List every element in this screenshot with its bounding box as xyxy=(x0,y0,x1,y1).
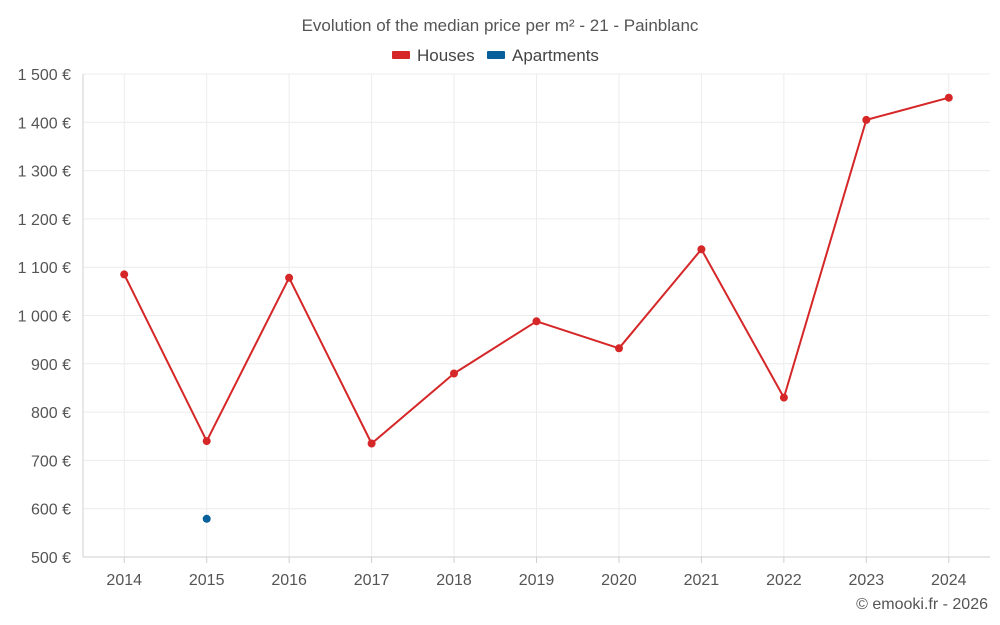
y-tick-label: 1 500 € xyxy=(18,67,71,84)
chart-title: Evolution of the median price per m² - 2… xyxy=(302,16,699,35)
data-point-houses[interactable] xyxy=(450,369,458,378)
x-tick-label: 2019 xyxy=(519,572,555,589)
x-tick-label: 2018 xyxy=(436,572,472,589)
data-point-houses[interactable] xyxy=(779,393,788,402)
y-tick-label: 1 000 € xyxy=(18,309,71,326)
x-tick-label: 2014 xyxy=(106,572,142,589)
y-tick-label: 700 € xyxy=(31,453,71,470)
x-tick-label: 2022 xyxy=(766,572,802,589)
legend-item-houses[interactable]: Houses xyxy=(392,46,475,65)
grid-layer xyxy=(83,73,990,558)
y-tick-label: 1 100 € xyxy=(18,260,71,277)
x-tick-label: 2021 xyxy=(684,572,720,589)
data-point-houses[interactable] xyxy=(285,273,294,282)
data-point-houses[interactable] xyxy=(367,439,376,448)
legend-label-houses: Houses xyxy=(417,46,475,65)
x-tick-label: 2023 xyxy=(849,572,885,589)
x-tick-label: 2020 xyxy=(601,572,637,589)
copyright-footer: © emooki.fr - 2026 xyxy=(856,596,988,613)
y-tick-label: 1 300 € xyxy=(18,164,71,181)
data-point-houses[interactable] xyxy=(697,245,706,254)
y-tick-label: 800 € xyxy=(31,405,71,422)
legend-swatch-apartments xyxy=(487,51,505,59)
y-tick-label: 1 200 € xyxy=(18,212,71,229)
x-tick-label: 2024 xyxy=(931,572,967,589)
y-tick-label: 1 400 € xyxy=(18,115,71,132)
y-tick-label: 600 € xyxy=(31,502,71,519)
axis-layer xyxy=(82,74,990,563)
data-point-houses[interactable] xyxy=(532,317,541,326)
tick-label-layer: 500 € 600 € 700 € 800 € 900 € 1 000 € 1 100 € 1… xyxy=(18,67,967,589)
legend: Houses Apartments xyxy=(392,46,599,65)
legend-item-apartments[interactable]: Apartments xyxy=(487,46,599,65)
data-point-houses[interactable] xyxy=(120,270,129,279)
x-tick-label: 2015 xyxy=(189,572,225,589)
data-point-houses[interactable] xyxy=(944,93,953,102)
data-point-houses[interactable] xyxy=(862,115,871,124)
series-layer xyxy=(120,93,953,523)
legend-label-apartments: Apartments xyxy=(512,46,599,65)
legend-swatch-houses xyxy=(392,51,410,59)
series-apartments xyxy=(202,514,211,523)
series-houses xyxy=(120,93,953,448)
x-tick-label: 2016 xyxy=(271,572,307,589)
x-tick-label: 2017 xyxy=(354,572,390,589)
data-point-apartments[interactable] xyxy=(202,514,211,523)
y-tick-label: 500 € xyxy=(31,550,71,567)
y-tick-label: 900 € xyxy=(31,357,71,374)
data-point-houses[interactable] xyxy=(202,437,211,446)
data-point-houses[interactable] xyxy=(615,344,623,353)
